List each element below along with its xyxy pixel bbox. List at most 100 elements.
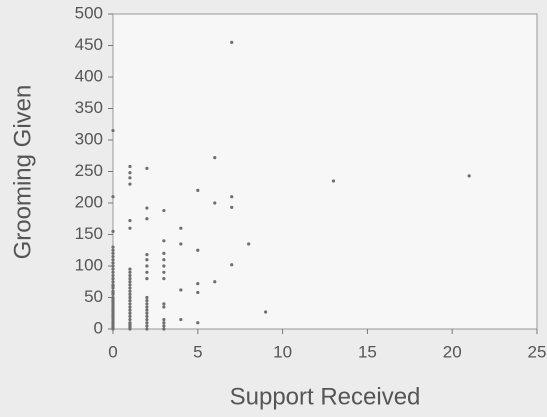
point (331, 179, 336, 183)
point (145, 305, 149, 309)
point (128, 292, 132, 296)
point (111, 128, 115, 133)
x-tick-label: 15 (358, 342, 377, 361)
point (145, 253, 149, 257)
point (111, 295, 115, 300)
point (264, 310, 268, 314)
point (179, 226, 183, 230)
point (162, 277, 166, 281)
y-tick-label: 0 (94, 318, 103, 337)
point (128, 317, 132, 322)
y-tick-label: 300 (75, 129, 103, 148)
point (145, 295, 149, 300)
point (145, 166, 149, 170)
point (128, 305, 132, 309)
point (179, 288, 183, 292)
y-tick-label: 350 (75, 98, 103, 117)
y-tick-label: 500 (75, 3, 103, 22)
point (128, 321, 132, 325)
point (162, 327, 166, 331)
point (111, 277, 115, 281)
y-tick-label: 200 (75, 192, 103, 211)
point (111, 270, 115, 274)
point (145, 314, 149, 318)
point (111, 267, 115, 271)
point (111, 229, 115, 233)
point (111, 248, 115, 252)
point (196, 282, 200, 286)
point (145, 308, 149, 312)
point (145, 217, 149, 221)
point (128, 314, 132, 318)
y-tick-label: 450 (75, 35, 103, 54)
point (128, 308, 132, 312)
point (111, 258, 115, 262)
point (162, 305, 166, 309)
point (247, 242, 251, 246)
x-tick-label: 0 (108, 342, 117, 361)
point (111, 289, 115, 293)
point (128, 176, 132, 180)
point (128, 302, 132, 306)
point (145, 206, 149, 210)
point (230, 263, 234, 267)
point (145, 258, 149, 262)
point (128, 283, 132, 287)
point (213, 280, 217, 284)
point (162, 302, 166, 306)
point (128, 273, 132, 278)
point (111, 283, 115, 287)
point (230, 195, 234, 199)
point (111, 195, 115, 199)
point (196, 321, 200, 325)
point (162, 324, 166, 328)
point (128, 299, 132, 303)
point (162, 251, 166, 255)
point (145, 317, 149, 322)
y-tick-label: 250 (75, 161, 103, 180)
point (128, 295, 132, 300)
point (145, 321, 149, 325)
point (196, 290, 200, 295)
point (128, 226, 132, 230)
point (145, 270, 149, 274)
point (145, 264, 149, 268)
point (128, 270, 132, 274)
point (145, 302, 149, 306)
point (111, 273, 115, 278)
point (128, 289, 132, 293)
point (196, 188, 200, 192)
point (111, 254, 115, 259)
point (213, 201, 217, 205)
y-tick-label: 150 (75, 224, 103, 243)
point (162, 264, 166, 268)
point (162, 270, 166, 274)
point (179, 317, 183, 322)
x-tick-label: 20 (443, 342, 462, 361)
point (145, 299, 149, 303)
point (196, 248, 200, 252)
y-tick-label: 400 (75, 66, 103, 85)
point (162, 321, 166, 325)
x-axis-title: Support Received (230, 383, 421, 410)
x-tick-label: 10 (273, 342, 292, 361)
point (128, 164, 132, 169)
y-tick-label: 100 (75, 255, 103, 274)
point (111, 264, 115, 268)
point (128, 171, 132, 175)
y-tick-label: 50 (84, 287, 103, 306)
plot-area (112, 13, 538, 330)
point (162, 258, 166, 262)
point (230, 40, 234, 44)
point (111, 261, 115, 265)
point (213, 156, 217, 160)
point (162, 208, 166, 213)
point (111, 245, 115, 249)
point (145, 324, 149, 328)
point (128, 182, 132, 186)
point (179, 242, 183, 246)
point (145, 311, 149, 315)
point (128, 277, 132, 281)
x-tick-label: 25 (528, 342, 547, 361)
